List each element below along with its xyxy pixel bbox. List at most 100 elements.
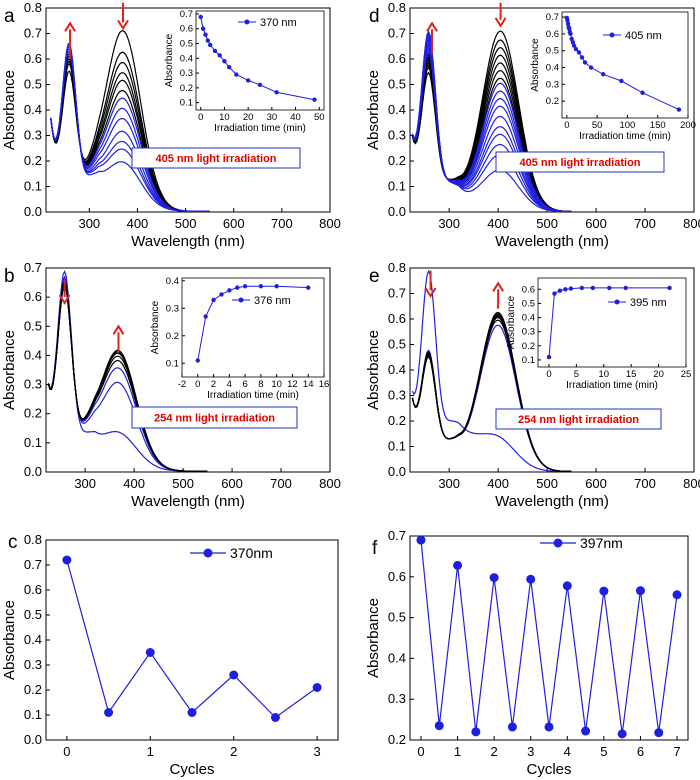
x-tick-label: 7 <box>673 744 680 759</box>
x-axis-label: Cycles <box>169 761 214 778</box>
panel-letter: f <box>372 538 378 559</box>
inset-x-tick-label: 20 <box>243 112 254 123</box>
panel-letter: b <box>4 266 15 287</box>
inset-x-tick-label: 5 <box>574 369 579 380</box>
cycle-series-line <box>66 559 318 719</box>
inset-data-point <box>565 18 570 23</box>
inset-data-point <box>306 285 311 290</box>
inset-frame <box>195 10 325 111</box>
inset-chart: 0 50 100 150 200 0.2 0.3 0.4 0.5 0.6 0.7 Irradiatio… <box>530 11 696 142</box>
inset-data-point <box>607 285 612 291</box>
inset-y-tick-label: 0.1 <box>180 98 193 109</box>
y-tick-label: 0.6 <box>24 582 42 597</box>
y-tick-label: 0.0 <box>24 464 42 479</box>
x-tick-label: 700 <box>634 216 656 231</box>
y-tick-label: 0.7 <box>24 557 42 572</box>
cycle-data-point <box>654 728 664 738</box>
inset-data-point <box>219 292 224 297</box>
inset-data-point <box>571 43 577 48</box>
inset-y-tick-label: 0.7 <box>546 12 559 23</box>
x-axis-label: Wavelength (nm) <box>495 233 609 250</box>
inset-y-tick-label: 0.5 <box>546 46 559 57</box>
spectrum-curve <box>411 269 572 472</box>
inset-y-tick-label: 0.2 <box>180 83 193 94</box>
y-tick-label: 0.4 <box>24 102 42 117</box>
inset-frame <box>561 11 689 119</box>
trend-arrow-head <box>112 324 125 335</box>
y-tick-label: 0.8 <box>388 260 406 275</box>
inset-data-point <box>600 72 606 77</box>
panel-c: 0 1 2 3 0.0 0.1 0.2 0.3 0.4 0.5 0.6 0.7 0.8 Cycles Abs… <box>1 532 339 778</box>
inset-series-line <box>548 287 670 358</box>
inset-y-tick-label: 0.4 <box>546 63 559 74</box>
inset-data-point <box>573 46 579 52</box>
x-tick-label: 500 <box>536 476 558 491</box>
y-tick-label: 0.5 <box>24 607 42 622</box>
y-tick-label: 0.3 <box>388 388 406 403</box>
inset-y-tick-label: 0.3 <box>180 68 193 79</box>
inset-y-tick-label: 0.3 <box>522 327 535 338</box>
inset-data-point <box>569 36 574 42</box>
x-tick-label: 3 <box>527 744 534 759</box>
inset-y-axis-label: Absorbance <box>164 33 175 87</box>
y-tick-label: 0.0 <box>388 204 406 219</box>
spectrum-curve <box>50 42 210 212</box>
inset-x-tick-label: 100 <box>619 120 635 131</box>
cycle-data-point <box>672 590 682 600</box>
trend-arrow-head <box>58 294 71 305</box>
inset-y-tick-label: 0.5 <box>522 298 535 309</box>
cycle-data-point <box>434 721 444 731</box>
y-tick-label: 0.0 <box>24 732 42 747</box>
inset-data-point <box>676 107 682 112</box>
inset-y-axis-label: Absorbance <box>530 38 541 92</box>
x-axis-label: Cycles <box>526 761 571 778</box>
x-tick-label: 2 <box>230 744 237 759</box>
inset-x-tick-label: 30 <box>267 112 278 123</box>
x-tick-label: 400 <box>487 216 509 231</box>
y-tick-label: 0.4 <box>388 362 406 377</box>
irradiation-callout <box>131 406 298 429</box>
inset-data-point <box>235 285 240 290</box>
y-tick-label: 0.5 <box>24 318 42 333</box>
inset-x-tick-label: 0 <box>198 112 203 123</box>
irradiation-callout <box>495 151 665 173</box>
inset-y-axis-label: Absorbance <box>150 300 161 354</box>
y-tick-label: 0.2 <box>388 732 406 747</box>
cycle-data-point <box>507 722 517 732</box>
inset-data-point <box>198 14 203 20</box>
inset-legend-marker <box>609 32 615 38</box>
x-tick-label: 800 <box>683 476 700 491</box>
y-tick-label: 0.1 <box>388 439 406 454</box>
inset-chart: -2 0 2 4 6 8 10 12 14 16 0.1 0.2 0.3 0.4 Irradiation t… <box>150 276 329 401</box>
y-tick-label: 0.6 <box>24 51 42 66</box>
cycle-data-point <box>187 708 197 717</box>
y-tick-label: 0.6 <box>388 569 406 584</box>
x-tick-label: 400 <box>123 476 145 491</box>
inset-data-point <box>623 285 628 291</box>
spectrum-curve <box>411 311 572 472</box>
x-tick-label: 600 <box>585 216 607 231</box>
cycle-data-point <box>312 683 322 692</box>
panel-d: 3004005006007008000.00.10.20.30.40.50.60… <box>365 0 700 250</box>
spectrum-curve <box>47 283 208 472</box>
y-tick-label: 0.5 <box>24 77 42 92</box>
inset-data-point <box>565 21 571 26</box>
y-tick-label: 0.7 <box>24 260 42 275</box>
cycle-data-point <box>104 708 114 717</box>
y-tick-label: 0.4 <box>388 650 406 665</box>
plot-frame <box>409 535 689 741</box>
y-tick-label: 0.8 <box>24 0 42 15</box>
trend-arrow-head <box>117 19 129 31</box>
trend-arrow-head <box>492 281 504 292</box>
inset-data-point <box>576 50 582 55</box>
y-tick-label: 0.1 <box>24 435 42 450</box>
x-tick-label: 700 <box>271 216 293 231</box>
y-tick-label: 0.1 <box>24 707 42 722</box>
inset-x-axis-label: Irradiation time (min) <box>207 390 299 401</box>
panel-letter: a <box>4 6 15 27</box>
spectrum-curve <box>411 50 572 212</box>
inset-y-tick-label: 0.1 <box>522 355 535 366</box>
y-axis-label: Absorbance <box>1 330 18 410</box>
trend-arrow-head <box>64 21 76 32</box>
x-tick-label: 800 <box>319 216 341 231</box>
